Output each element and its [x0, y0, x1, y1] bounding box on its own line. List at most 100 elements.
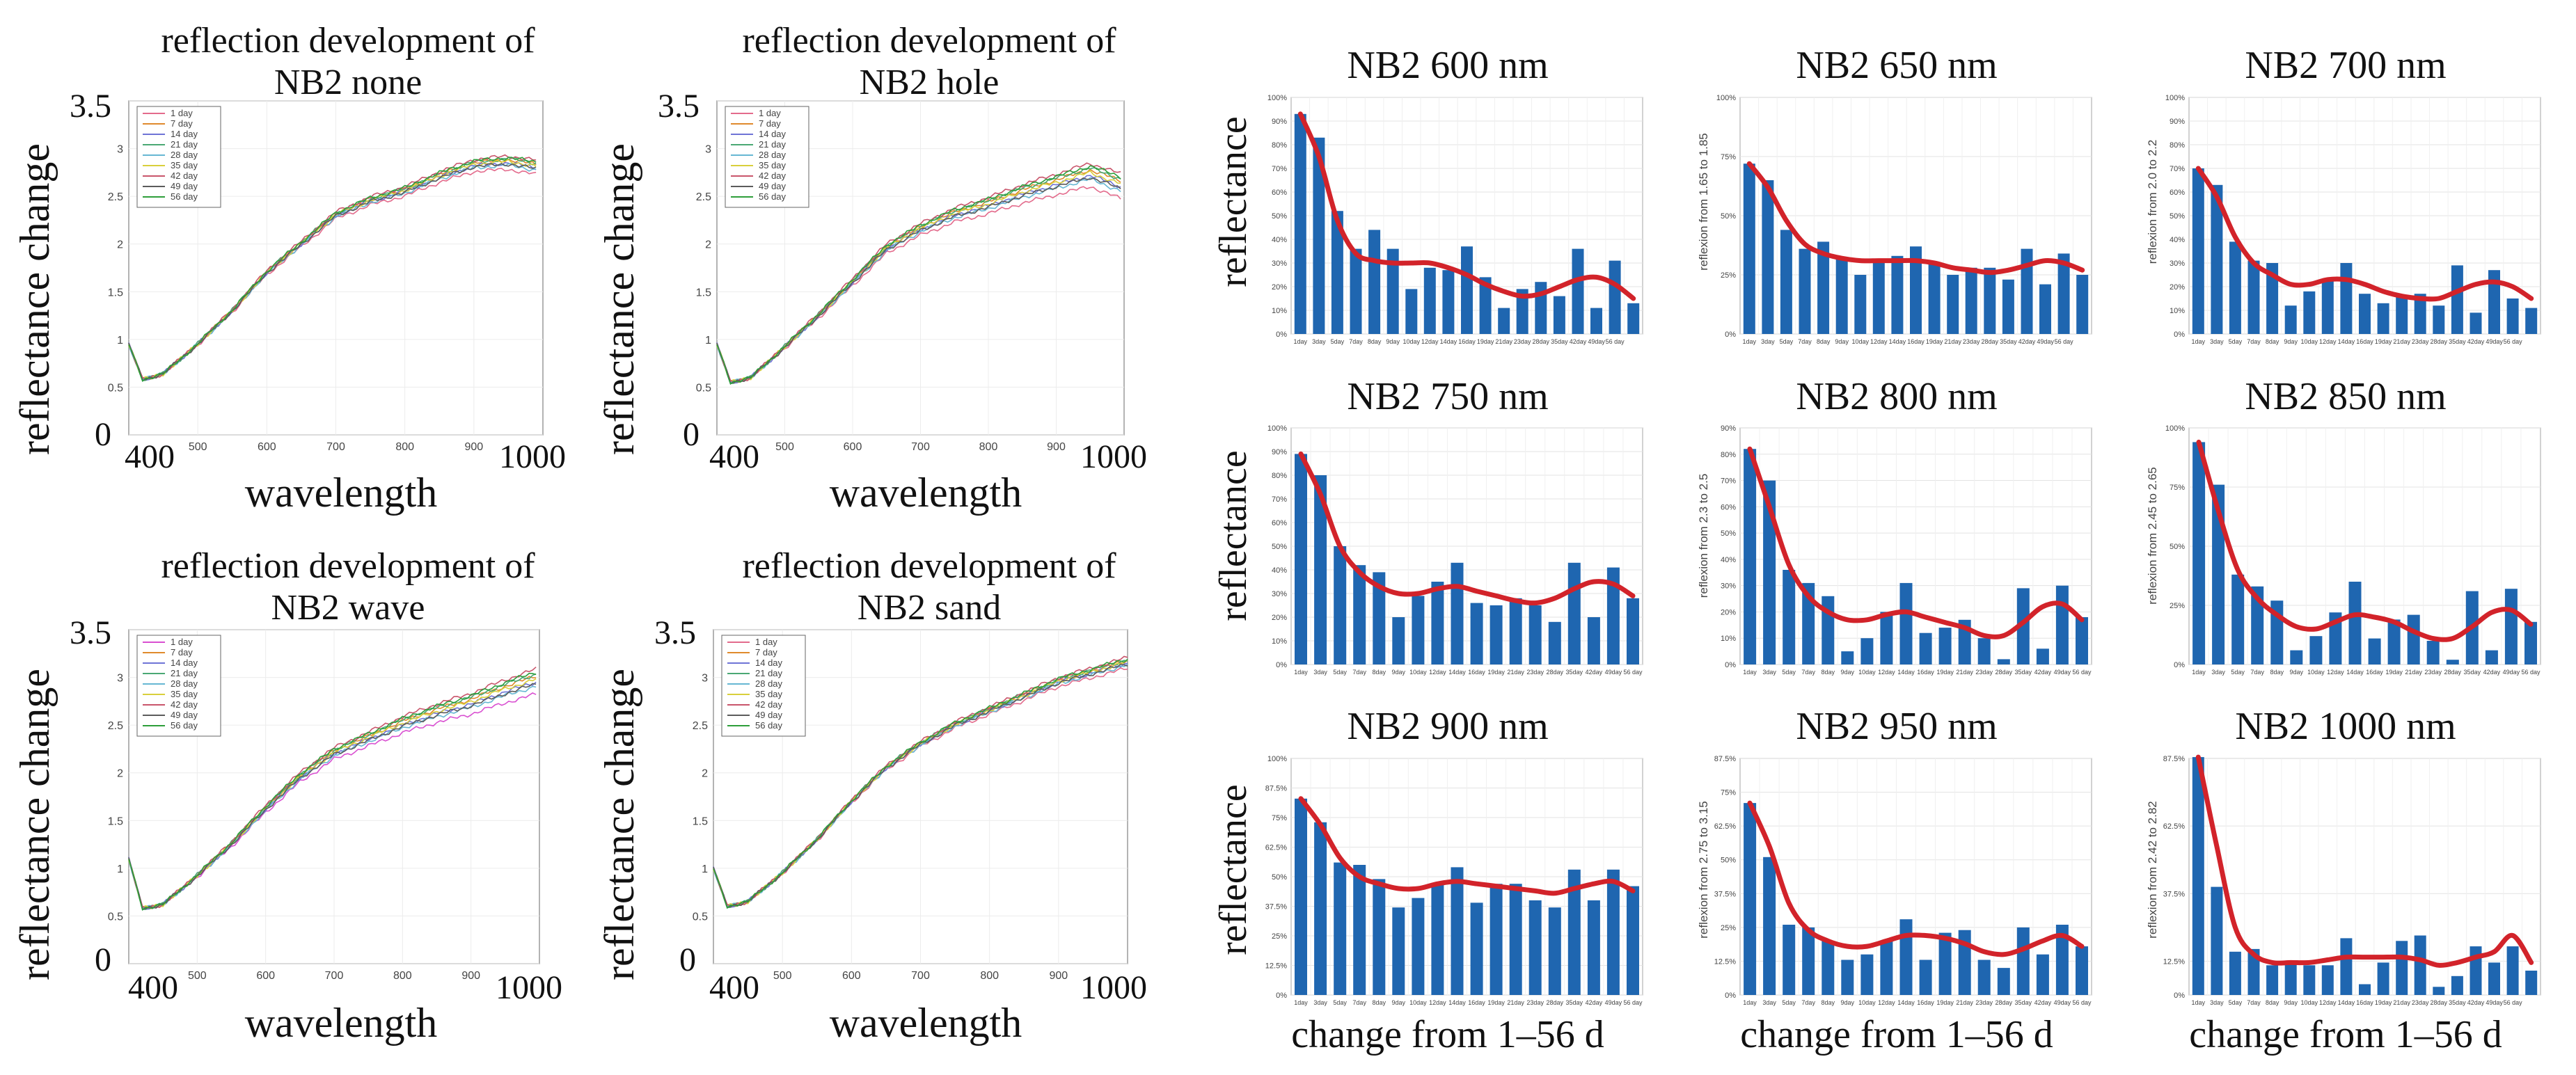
bar [2359, 985, 2371, 996]
y-tick-label: 60% [1721, 503, 1736, 511]
x-tick-label: 10day [2307, 669, 2325, 676]
y-tick-label: 1.5 [108, 815, 123, 827]
x-tick-label: 19day [1936, 999, 1954, 1006]
legend-entry: 21 day [171, 668, 198, 678]
y-tick-label: 37.5% [1714, 890, 1736, 898]
bar [2285, 962, 2297, 995]
y-axis-label: reflexion from 2.42 to 2.82 [2146, 801, 2159, 939]
legend-entry: 7 day [755, 647, 777, 658]
bar [2266, 965, 2278, 995]
x-tick-label: 1day [1294, 669, 1308, 676]
bar [2037, 955, 2049, 995]
x-tick-label: 19day [1487, 999, 1505, 1006]
panel-title: NB2 950 nm [1796, 705, 1997, 748]
x-tick-label: 8day [2270, 669, 2284, 676]
y-tick-label: 50% [1272, 212, 1287, 221]
x-tick-label: 10day [1858, 669, 1876, 676]
bar [1998, 659, 2010, 664]
x-axis-label: wavelength [245, 470, 438, 516]
bar [1763, 857, 1776, 995]
bar-plot: 0%10%20%30%40%50%60%70%80%90%100%1day 3da… [1267, 94, 1643, 345]
bar [1510, 598, 1522, 664]
legend-entry: 49 day [171, 181, 198, 191]
legend-entry: 14 day [171, 658, 198, 668]
y-tick-label: 30% [1272, 590, 1287, 598]
y-tick-label: 30% [1721, 582, 1736, 591]
x-tick-label: 3day [1313, 669, 1327, 676]
y-tick-label: 80% [1272, 141, 1287, 150]
legend-entry: 35 day [755, 689, 783, 699]
y-tick-label: 0.5 [108, 382, 123, 394]
x-major-label-right: 1000 [1080, 438, 1147, 475]
x-tick-label: 35day [1566, 999, 1583, 1006]
x-tick-label: 500 [189, 441, 207, 453]
x-tick-label: 42day [2467, 338, 2485, 345]
bar [1490, 884, 1503, 995]
legend-entry: 14 day [755, 658, 783, 668]
x-tick-label: 19day [2385, 669, 2403, 676]
x-tick-label: 56 day [1623, 999, 1643, 1006]
bar [1461, 246, 1473, 334]
y-tick-label: 30% [2170, 260, 2185, 268]
x-major-label-right: 1000 [1080, 969, 1147, 1006]
panel-title-line2: NB2 sand [858, 588, 1002, 628]
y-tick-label: 0.5 [696, 382, 711, 394]
bar [2248, 261, 2260, 334]
bar [1498, 308, 1510, 334]
y-major-label-top: 3.5 [654, 614, 696, 651]
legend-entry: 21 day [759, 139, 787, 150]
x-tick-label: 35day [1566, 669, 1583, 676]
x-tick-label: 3day [2210, 338, 2224, 345]
bar [1854, 275, 1866, 334]
x-tick-label: 28day [1547, 999, 1564, 1006]
legend-entry: 35 day [171, 689, 198, 699]
y-tick-label: 25% [1721, 924, 1736, 932]
bar [1744, 449, 1756, 664]
bar [1762, 180, 1773, 334]
bar [2192, 168, 2204, 334]
x-tick-label: 9day [1835, 338, 1849, 345]
bar [1627, 303, 1639, 334]
bar [2021, 249, 2033, 334]
x-tick-label: 8day [1373, 669, 1386, 676]
bar [2192, 757, 2204, 995]
bar [1549, 907, 1561, 995]
legend-entry: 28 day [759, 150, 787, 160]
x-tick-label: 1day [2192, 669, 2206, 676]
legend-entry: 49 day [171, 710, 198, 720]
x-major-label-left: 400 [128, 969, 178, 1006]
x-tick-label: 9day [1841, 669, 1855, 676]
bar [2525, 308, 2537, 334]
panel-title-line1: reflection development of [161, 21, 535, 61]
y-tick-label: 12.5% [2163, 957, 2185, 966]
y-tick-label: 2 [702, 768, 708, 780]
x-tick-label: 49day [2054, 999, 2071, 1006]
bar [1744, 803, 1756, 995]
y-major-label-top: 3.5 [658, 88, 700, 125]
y-tick-label: 25% [2170, 602, 2185, 610]
bar [2002, 280, 2014, 334]
x-tick-label: 7day [1798, 338, 1812, 345]
x-tick-label: 21day [2393, 999, 2410, 1006]
bar [1900, 919, 1913, 995]
x-tick-label: 5day [2231, 669, 2245, 676]
x-tick-label: 5day [1333, 999, 1347, 1006]
y-tick-label: 50% [1272, 873, 1287, 882]
x-tick-label: 3day [1313, 999, 1327, 1006]
bar [2486, 651, 2498, 664]
y-tick-label: 2.5 [696, 191, 711, 203]
x-tick-label: 49day [1588, 338, 1605, 345]
x-tick-label: 56 day [2504, 999, 2523, 1006]
bar [1841, 960, 1854, 996]
x-tick-label: 5day [1331, 338, 1345, 345]
bar [1939, 628, 1952, 664]
bar [2470, 946, 2482, 995]
legend-entry: 7 day [171, 118, 193, 129]
bar [1334, 863, 1346, 995]
y-axis-label: reflexion from 2.75 to 3.15 [1697, 801, 1710, 939]
bar [2211, 887, 2222, 995]
bar [1802, 927, 1815, 995]
bar [1998, 968, 2010, 995]
x-tick-label: 1day [1743, 338, 1757, 345]
legend-entry: 7 day [171, 647, 193, 658]
